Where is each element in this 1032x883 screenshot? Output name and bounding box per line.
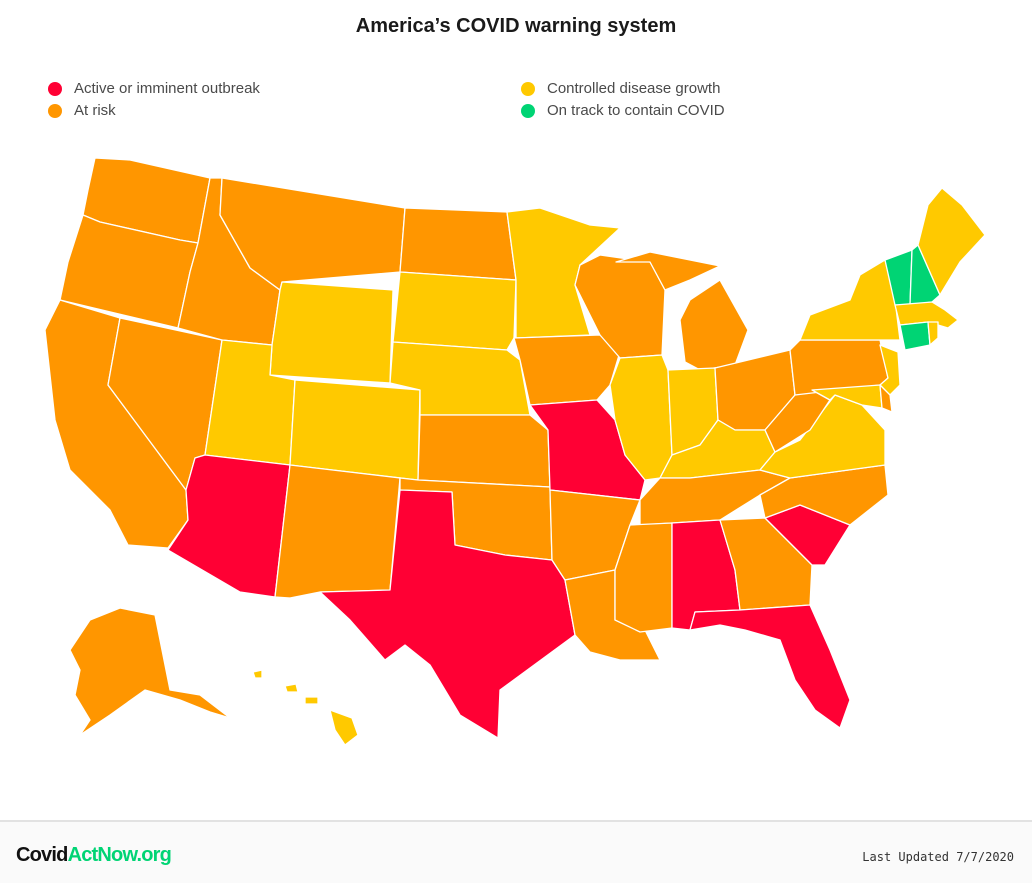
state-AK[interactable]	[69, 607, 231, 736]
brand-logo[interactable]: CovidActNow.org	[16, 844, 172, 867]
legend-item-controlled: Controlled disease growth	[521, 80, 720, 97]
legend-label: On track to contain COVID	[547, 102, 725, 119]
brand-logo-part2: ActNow.org	[67, 844, 172, 866]
brand-logo-part1: Covid	[16, 844, 68, 866]
legend-label: Controlled disease growth	[547, 80, 721, 97]
state-IA[interactable]	[513, 334, 621, 406]
state-FL[interactable]	[689, 604, 851, 729]
state-CT[interactable]	[899, 321, 931, 351]
state-DE[interactable]	[879, 384, 893, 413]
last-updated: Last Updated 7/7/2020	[862, 850, 1014, 864]
state-KS[interactable]	[417, 414, 551, 488]
legend-label: At risk	[74, 102, 116, 119]
legend-dot-red-icon	[48, 81, 62, 96]
legend-label: Active or imminent outbreak	[74, 80, 260, 97]
state-CO[interactable]	[289, 379, 421, 481]
state-WY[interactable]	[269, 281, 394, 384]
state-SD[interactable]	[392, 271, 517, 351]
state-NH[interactable]	[909, 244, 941, 306]
footer: CovidActNow.org Last Updated 7/7/2020	[0, 820, 1032, 883]
state-IL[interactable]	[609, 354, 673, 481]
state-TX[interactable]	[319, 489, 576, 739]
legend-dot-yellow-icon	[521, 81, 535, 96]
legend: Active or imminent outbreak At risk Cont…	[0, 78, 1032, 128]
state-ME[interactable]	[917, 187, 986, 296]
state-HI[interactable]	[252, 669, 359, 746]
legend-item-at-risk: At risk	[48, 102, 116, 119]
legend-dot-orange-icon	[48, 103, 62, 118]
legend-item-outbreak: Active or imminent outbreak	[48, 80, 260, 97]
page-title: America’s COVID warning system	[355, 15, 677, 37]
state-NM[interactable]	[274, 464, 401, 599]
legend-dot-green-icon	[521, 103, 535, 118]
state-RI[interactable]	[927, 321, 939, 346]
state-ND[interactable]	[399, 207, 517, 281]
state-NY[interactable]	[799, 259, 901, 341]
legend-item-on-track: On track to contain COVID	[521, 102, 725, 119]
us-state-map[interactable]	[0, 145, 1032, 805]
